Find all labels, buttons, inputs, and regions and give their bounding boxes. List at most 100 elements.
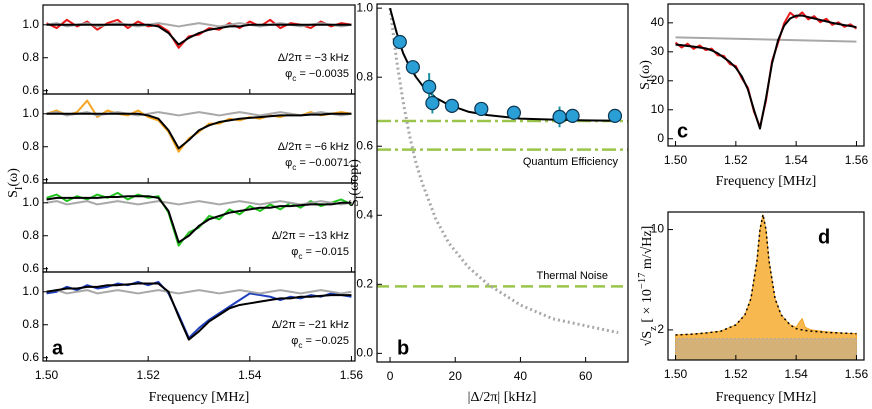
axes-frame — [667, 3, 865, 147]
x-axis-label: |Δ/2π| [kHz] — [468, 390, 537, 405]
x-tick-label: 1.52 — [724, 153, 748, 167]
annotation: Δ/2π = −6 kHz — [278, 141, 349, 153]
y-tick-label: 0.8 — [22, 317, 39, 331]
y-tick-label: 0.8 — [356, 69, 373, 83]
data-point — [405, 60, 420, 75]
fit-line — [46, 195, 352, 244]
y-tick-label: 0.6 — [356, 138, 373, 152]
y-tick-label: 10 — [651, 222, 665, 236]
y-tick-label: 0.8 — [22, 50, 39, 64]
annotation: Δ/2π = −21 kHz — [272, 319, 349, 331]
axes-frame — [667, 211, 865, 361]
y-axis-label: √Sz [ × 10−17 m/√Hz] — [637, 226, 659, 347]
y-tick-label: 20 — [651, 73, 665, 87]
data-line — [46, 191, 352, 247]
x-tick-label: 1.52 — [137, 368, 161, 382]
x-tick-label: 1.56 — [340, 368, 364, 382]
panel-label: b — [397, 337, 409, 359]
annotation: φc = −0.0035 — [285, 68, 349, 83]
fit-line — [46, 23, 352, 46]
annotation: φc = −0.025 — [291, 335, 349, 350]
y-axis-label: SI(ω) — [638, 60, 657, 90]
y-tick-label: 0.6 — [22, 261, 39, 275]
fit-line — [389, 7, 619, 122]
x-tick-label: 1.54 — [784, 153, 808, 167]
y-tick-label: 1.0 — [22, 106, 39, 120]
plot-area — [46, 18, 352, 49]
x-tick-label: 1.56 — [845, 153, 869, 167]
y-tick-label: 10 — [651, 102, 665, 116]
annotation: Thermal Noise — [536, 270, 608, 282]
x-tick-label: 1.54 — [784, 367, 808, 381]
y-tick-label: 0.6 — [22, 350, 39, 364]
y-tick-label: 0.0 — [356, 346, 373, 360]
x-tick-label: 1.50 — [664, 153, 688, 167]
annotation: Δ/2π = −3 kHz — [278, 52, 349, 64]
y-axis-label: SI(ωopt) — [347, 159, 366, 207]
data-point — [474, 101, 489, 117]
plot-area — [46, 99, 352, 153]
data-line — [46, 22, 352, 28]
data-line — [675, 36, 857, 43]
annotation: Quantum Efficiency — [523, 156, 619, 168]
data-line — [675, 213, 857, 336]
data-line — [388, 7, 619, 335]
plot-area — [674, 11, 858, 130]
fit-line — [46, 282, 352, 341]
data-point — [565, 108, 580, 123]
x-tick-label: 1.54 — [238, 368, 262, 382]
y-tick-label: 0.6 — [22, 83, 39, 97]
data-line — [674, 11, 858, 128]
x-axis-label: Frequency [MHz] — [716, 174, 817, 189]
x-tick-label: 1.56 — [845, 367, 869, 381]
plot-area — [46, 280, 352, 341]
x-axis-label: Frequency [MHz] — [716, 390, 817, 405]
y-tick-label: 0 — [657, 131, 664, 145]
y-tick-label: 2 — [657, 322, 664, 336]
fit-line — [675, 14, 857, 130]
panel-label: c — [677, 120, 688, 142]
plot-area — [675, 213, 857, 360]
y-tick-label: 1.0 — [356, 0, 373, 14]
annotation: Δ/2π = −13 kHz — [272, 230, 349, 242]
x-tick-label: 1.52 — [724, 367, 748, 381]
area — [675, 214, 857, 360]
annotation: φc = −0.0071 — [285, 157, 349, 172]
data-point — [552, 109, 567, 124]
data-point — [425, 95, 440, 111]
area — [675, 338, 857, 360]
x-tick-label: 20 — [449, 369, 463, 383]
y-tick-label: 0.8 — [22, 228, 39, 242]
x-tick-label: 40 — [514, 369, 528, 383]
axes-frame — [42, 271, 356, 362]
axes-frame — [376, 3, 629, 363]
y-tick-label: 0.8 — [22, 139, 39, 153]
data-point — [607, 108, 623, 123]
y-tick-label: 0.6 — [22, 172, 39, 186]
data-line — [46, 280, 352, 339]
y-tick-label: 1.0 — [22, 195, 39, 209]
y-tick-label: 1.0 — [22, 17, 39, 31]
data-line — [46, 289, 352, 295]
axes-frame — [42, 4, 356, 95]
x-tick-label: 0 — [387, 369, 394, 383]
y-axis-label: SI(ω) — [6, 168, 25, 198]
y-tick-label: 1.0 — [22, 284, 39, 298]
y-tick-label: 0.4 — [356, 207, 373, 221]
y-tick-label: 30 — [651, 44, 665, 58]
panel-label: d — [818, 226, 830, 248]
data-point — [506, 105, 522, 120]
annotation: φc = −0.015 — [291, 246, 349, 261]
data-point — [444, 98, 460, 113]
plot-area — [46, 191, 352, 247]
panel-label: a — [52, 337, 64, 359]
fit-line — [46, 112, 352, 150]
x-tick-label: 1.50 — [35, 368, 59, 382]
axes-frame — [42, 93, 356, 184]
y-tick-label: 0.2 — [356, 276, 373, 290]
data-point — [422, 79, 437, 94]
y-tick-label: 40 — [651, 15, 665, 29]
data-point — [392, 34, 407, 50]
x-tick-label: 1.50 — [664, 367, 688, 381]
